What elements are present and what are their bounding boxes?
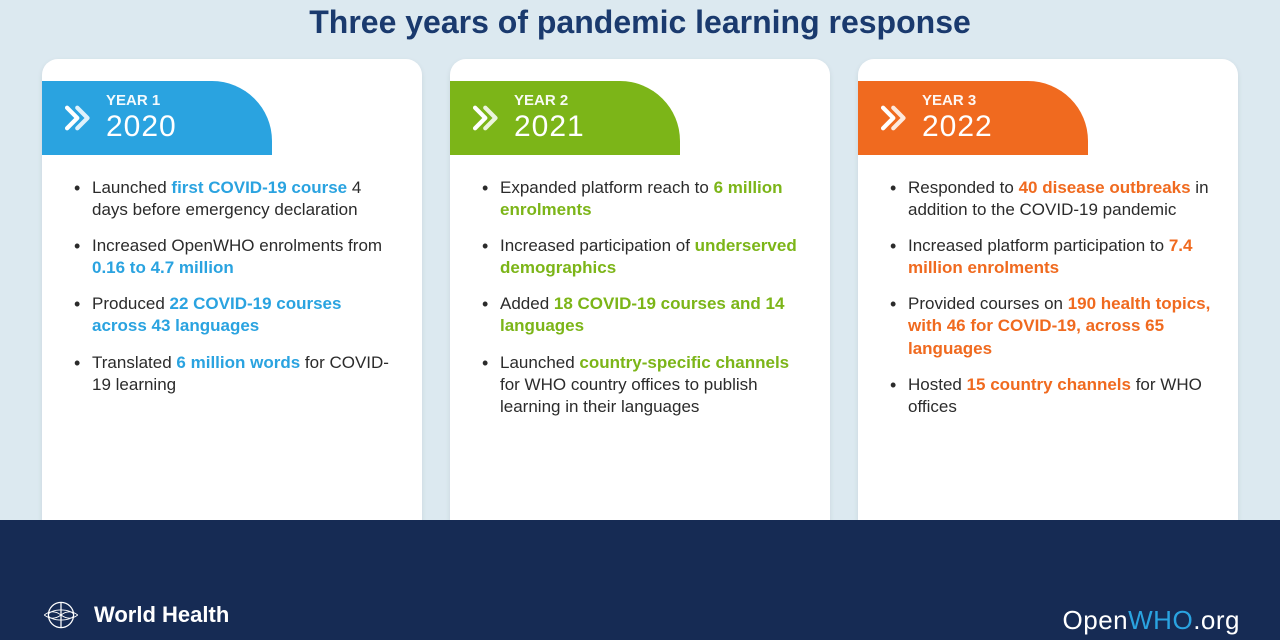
bullet-text: Increased participation of: [500, 236, 695, 255]
year-label: YEAR 2: [514, 93, 585, 110]
year-tag: YEAR 12020: [42, 81, 272, 155]
bullet-text: Produced: [92, 294, 170, 313]
bullet-text: Launched: [500, 353, 579, 372]
openwho-suf: .org: [1193, 605, 1240, 635]
bullet-text: Launched: [92, 178, 171, 197]
bullet-item: Added 18 COVID-19 courses and 14 languag…: [482, 293, 804, 337]
who-brand: World Health: [40, 594, 229, 636]
year-tag: YEAR 22021: [450, 81, 680, 155]
bullet-item: Increased OpenWHO enrolments from 0.16 t…: [74, 235, 396, 279]
year-label: YEAR 1: [106, 93, 177, 110]
who-text: World Health: [94, 604, 229, 626]
bullet-item: Increased participation of underserved d…: [482, 235, 804, 279]
bullet-item: Launched first COVID-19 course 4 days be…: [74, 177, 396, 221]
chevrons-icon: [62, 101, 96, 135]
cards-row: YEAR 12020 Launched first COVID-19 course…: [0, 59, 1280, 549]
highlight-text: country-specific channels: [579, 353, 789, 372]
openwho-mid: WHO: [1128, 605, 1193, 635]
highlight-text: 0.16 to 4.7 million: [92, 258, 234, 277]
bullet-text: Expanded platform reach to: [500, 178, 714, 197]
who-logo-icon: [40, 594, 82, 636]
year-label: YEAR 3: [922, 93, 993, 110]
bullet-item: Responded to 40 disease outbreaks in add…: [890, 177, 1212, 221]
chevrons-icon: [470, 101, 504, 135]
bullet-item: Increased platform participation to 7.4 …: [890, 235, 1212, 279]
page-title: Three years of pandemic learning respons…: [0, 0, 1280, 59]
bullet-text: for WHO country offices to publish learn…: [500, 375, 758, 416]
bullet-text: Increased OpenWHO enrolments from: [92, 236, 382, 255]
openwho-link: OpenWHO.org: [1063, 605, 1240, 636]
bullet-text: Provided courses on: [908, 294, 1068, 313]
highlight-text: 15 country channels: [967, 375, 1131, 394]
bullet-item: Translated 6 million words for COVID-19 …: [74, 352, 396, 396]
year-card-2020: YEAR 12020 Launched first COVID-19 course…: [42, 59, 422, 549]
highlight-text: first COVID-19 course: [171, 178, 347, 197]
bullet-item: Launched country-specific channels for W…: [482, 352, 804, 418]
footer-bar: World Health OpenWHO.org: [0, 520, 1280, 640]
bullet-text: Translated: [92, 353, 176, 372]
bullet-item: Provided courses on 190 health topics, w…: [890, 293, 1212, 359]
year-num: 2021: [514, 110, 585, 143]
year-num: 2022: [922, 110, 993, 143]
bullet-item: Expanded platform reach to 6 million enr…: [482, 177, 804, 221]
chevrons-icon: [878, 101, 912, 135]
highlight-text: 40 disease outbreaks: [1019, 178, 1191, 197]
bullet-text: Added: [500, 294, 554, 313]
bullet-text: Increased platform participation to: [908, 236, 1169, 255]
bullet-item: Hosted 15 country channels for WHO offic…: [890, 374, 1212, 418]
year-tag: YEAR 32022: [858, 81, 1088, 155]
year-num: 2020: [106, 110, 177, 143]
openwho-pre: Open: [1063, 605, 1129, 635]
highlight-text: 6 million words: [176, 353, 300, 372]
year-card-2022: YEAR 32022 Responded to 40 disease outbre…: [858, 59, 1238, 549]
bullet-item: Produced 22 COVID-19 courses across 43 l…: [74, 293, 396, 337]
year-card-2021: YEAR 22021 Expanded platform reach to 6 m…: [450, 59, 830, 549]
bullet-text: Hosted: [908, 375, 967, 394]
bullet-text: Responded to: [908, 178, 1019, 197]
